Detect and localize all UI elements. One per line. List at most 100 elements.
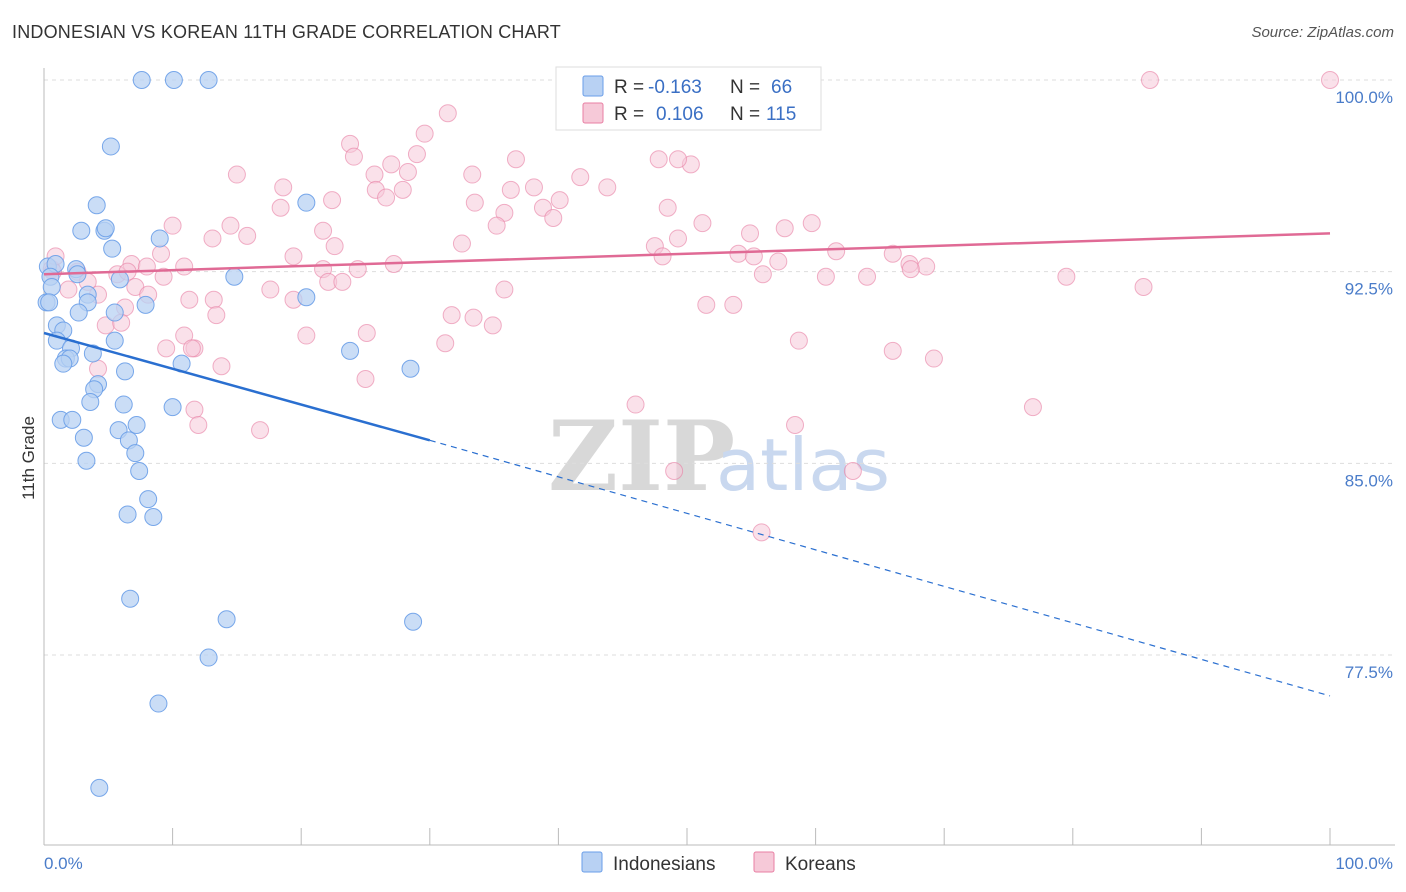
korean-point-40 bbox=[741, 224, 760, 243]
bottom-legend-swatch-indonesians bbox=[581, 851, 603, 873]
korean-point-38 bbox=[314, 221, 333, 240]
indonesian-point-44 bbox=[163, 398, 182, 417]
korean-point-24 bbox=[323, 191, 342, 210]
indonesian-point-47 bbox=[127, 416, 146, 434]
korean-point-14 bbox=[227, 165, 246, 184]
korean-point-49 bbox=[152, 244, 171, 263]
indonesian-point-7 bbox=[96, 219, 115, 238]
korean-point-114 bbox=[786, 416, 805, 434]
indonesian-point-25 bbox=[105, 303, 124, 322]
korean-point-33 bbox=[693, 214, 712, 233]
korean-point-31 bbox=[668, 150, 687, 169]
korean-point-105 bbox=[924, 349, 943, 368]
korean-point-21 bbox=[393, 180, 412, 199]
korean-point-107 bbox=[89, 359, 108, 378]
indonesian-point-5 bbox=[297, 193, 316, 212]
indonesian-point-24 bbox=[136, 295, 155, 314]
legend-n-label-1: N = bbox=[730, 77, 760, 98]
korean-point-68 bbox=[901, 260, 920, 279]
indonesian-point-1 bbox=[164, 71, 183, 89]
indonesians-trend-line bbox=[43, 331, 431, 442]
korean-point-112 bbox=[189, 416, 208, 434]
indonesian-point-22 bbox=[40, 293, 59, 312]
korean-point-48 bbox=[827, 242, 846, 261]
korean-point-7 bbox=[344, 147, 363, 166]
legend-r-label-1: R = bbox=[614, 77, 644, 98]
korean-point-12 bbox=[398, 163, 417, 181]
korean-point-11 bbox=[382, 155, 401, 174]
indonesian-point-59 bbox=[404, 612, 423, 631]
korean-point-3 bbox=[438, 104, 457, 123]
korean-point-8 bbox=[506, 150, 525, 169]
watermark-zip: ZIP bbox=[548, 400, 735, 513]
korean-point-41 bbox=[238, 226, 257, 245]
koreans-points bbox=[42, 71, 1339, 542]
korean-point-81 bbox=[495, 280, 514, 299]
korean-point-77 bbox=[1134, 278, 1153, 296]
korean-point-90 bbox=[207, 306, 226, 325]
korean-point-26 bbox=[465, 193, 484, 212]
korean-point-1 bbox=[1140, 71, 1159, 89]
chart-source: Source: ZipAtlas.com bbox=[1251, 24, 1394, 41]
indonesian-point-9 bbox=[150, 229, 169, 248]
korean-point-47 bbox=[729, 244, 748, 263]
indonesian-point-51 bbox=[126, 444, 145, 463]
indonesian-point-54 bbox=[139, 490, 158, 509]
indonesians-points bbox=[37, 71, 423, 797]
korean-point-117 bbox=[752, 523, 771, 542]
korean-point-54 bbox=[769, 252, 788, 271]
indonesian-point-10 bbox=[103, 239, 122, 258]
legend-r-value-2: 0.106 bbox=[656, 104, 704, 125]
bottom-legend-swatch-koreans bbox=[753, 851, 775, 873]
korean-point-92 bbox=[464, 308, 483, 327]
watermark-atlas: atlas bbox=[716, 423, 890, 507]
indonesian-point-43 bbox=[114, 395, 133, 414]
korean-point-36 bbox=[163, 216, 182, 235]
korean-point-46 bbox=[325, 237, 344, 256]
korean-point-30 bbox=[658, 198, 677, 217]
indonesian-point-60 bbox=[199, 648, 218, 667]
korean-point-102 bbox=[182, 339, 201, 358]
korean-point-101 bbox=[157, 339, 176, 358]
y-tick-label-2: 85.0% bbox=[1345, 471, 1393, 490]
legend-swatch-koreans bbox=[582, 102, 604, 124]
korean-point-115 bbox=[665, 462, 684, 480]
korean-point-104 bbox=[883, 341, 902, 360]
indonesian-point-49 bbox=[74, 428, 93, 447]
y-tick-label-3: 77.5% bbox=[1345, 663, 1393, 682]
korean-point-88 bbox=[697, 295, 716, 314]
indonesian-point-52 bbox=[77, 451, 96, 470]
korean-point-23 bbox=[377, 188, 396, 207]
indonesian-point-53 bbox=[130, 462, 149, 480]
indonesian-point-46 bbox=[63, 410, 82, 429]
korean-point-42 bbox=[775, 219, 794, 238]
korean-point-96 bbox=[357, 324, 376, 342]
korean-point-43 bbox=[668, 229, 687, 248]
korean-point-80 bbox=[261, 280, 280, 299]
korean-point-34 bbox=[221, 216, 240, 235]
bottom-legend: Indonesians Koreans bbox=[581, 851, 856, 875]
korean-point-113 bbox=[251, 421, 270, 440]
indonesian-point-26 bbox=[69, 303, 88, 322]
korean-point-6 bbox=[407, 145, 426, 164]
indonesian-point-18 bbox=[42, 278, 61, 296]
korean-point-110 bbox=[1023, 398, 1042, 417]
korean-point-17 bbox=[274, 178, 293, 197]
legend-r-label-2: R = bbox=[614, 104, 644, 125]
legend-n-value-2: 115 bbox=[766, 104, 796, 125]
indonesian-point-61 bbox=[149, 694, 168, 713]
indonesians-trend-extension bbox=[429, 439, 1331, 697]
legend-n-label-2: N = bbox=[730, 104, 760, 125]
korean-point-15 bbox=[463, 165, 482, 184]
indonesian-point-58 bbox=[217, 610, 236, 629]
y-axis-label: 11th Grade bbox=[19, 416, 38, 500]
indonesian-point-33 bbox=[341, 341, 360, 360]
korean-point-2 bbox=[1321, 71, 1339, 89]
top-legend: R = -0.163 N = 66 R = 0.106 N = 115 bbox=[555, 66, 822, 131]
korean-point-44 bbox=[452, 234, 471, 253]
korean-point-27 bbox=[271, 198, 290, 217]
korean-point-116 bbox=[843, 462, 862, 480]
korean-point-71 bbox=[858, 267, 877, 286]
indonesian-point-56 bbox=[144, 508, 163, 526]
